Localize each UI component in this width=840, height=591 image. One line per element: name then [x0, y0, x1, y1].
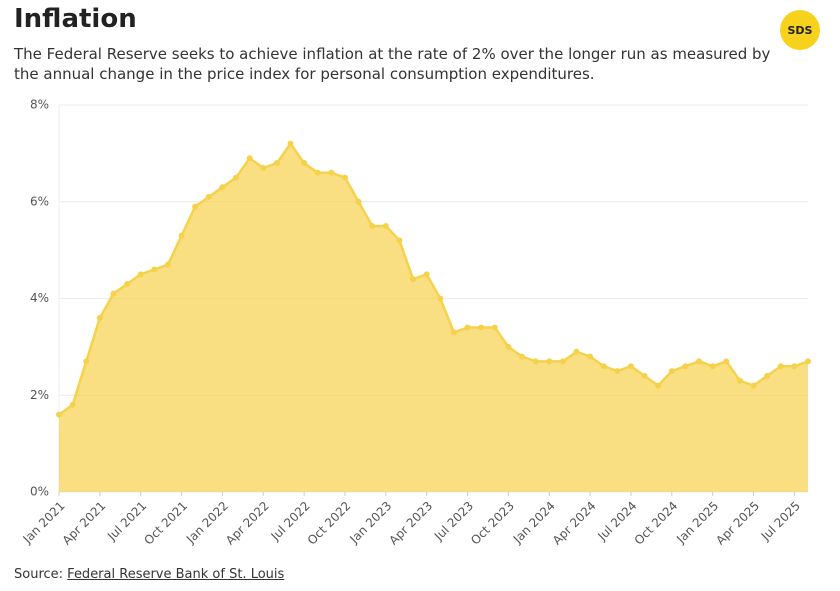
y-tick-label: 2% — [30, 388, 49, 402]
data-point — [178, 232, 185, 239]
x-tick-label: Apr 2021 — [60, 499, 109, 548]
data-point — [696, 358, 703, 365]
data-point — [505, 343, 512, 350]
data-point — [519, 353, 526, 360]
data-point — [464, 324, 471, 331]
data-point — [69, 401, 76, 408]
x-tick-label: Apr 2025 — [713, 499, 762, 548]
data-point — [559, 358, 566, 365]
data-point — [573, 348, 580, 355]
data-point — [328, 169, 335, 176]
data-point — [396, 237, 403, 244]
data-point — [341, 174, 348, 181]
logo: SDS — [780, 10, 820, 50]
x-tick-label: Oct 2022 — [305, 499, 354, 548]
data-point — [736, 377, 743, 384]
source-prefix: Source: — [14, 567, 64, 582]
data-point — [219, 184, 226, 191]
x-tick-label: Oct 2023 — [468, 499, 517, 548]
data-point — [205, 193, 212, 200]
data-point — [491, 324, 498, 331]
data-point — [478, 324, 485, 331]
data-point — [777, 363, 784, 370]
data-point — [246, 155, 253, 162]
data-point — [56, 411, 62, 418]
data-point — [805, 358, 811, 365]
data-point — [437, 295, 444, 302]
data-point — [382, 222, 389, 229]
data-point — [369, 222, 376, 229]
data-point — [83, 358, 90, 365]
y-tick-label: 6% — [30, 194, 49, 208]
data-point — [124, 280, 131, 287]
x-tick-label: Jul 2025 — [758, 499, 803, 544]
source-link[interactable]: Federal Reserve Bank of St. Louis — [67, 567, 285, 582]
data-point — [301, 160, 308, 167]
data-point — [423, 271, 430, 278]
data-point — [791, 363, 798, 370]
x-tick-label: Oct 2021 — [141, 499, 190, 548]
data-point — [546, 358, 553, 365]
data-point — [750, 382, 757, 389]
data-point — [110, 290, 117, 297]
data-point — [450, 329, 457, 336]
data-point — [587, 353, 594, 360]
data-point — [164, 261, 171, 268]
data-point — [260, 164, 267, 171]
data-point — [600, 363, 607, 370]
chart-subtitle: The Federal Reserve seeks to achieve inf… — [14, 45, 771, 83]
data-point — [614, 368, 621, 375]
x-tick-label: Apr 2024 — [550, 499, 599, 548]
data-point — [764, 372, 771, 379]
data-point — [96, 314, 103, 321]
data-point — [682, 363, 689, 370]
data-point — [627, 363, 634, 370]
data-point — [410, 276, 417, 283]
data-point — [273, 160, 280, 167]
data-point — [314, 169, 321, 176]
data-point — [641, 372, 648, 379]
x-tick-label: Apr 2023 — [386, 499, 435, 548]
x-tick-label: Oct 2024 — [632, 499, 681, 548]
data-point — [355, 198, 362, 205]
area-fill — [59, 143, 808, 492]
y-tick-label: 0% — [30, 485, 49, 499]
source: Source: Federal Reserve Bank of St. Loui… — [14, 567, 284, 582]
y-tick-label: 4% — [30, 291, 49, 305]
data-point — [723, 358, 730, 365]
data-point — [151, 266, 158, 273]
data-point — [532, 358, 539, 365]
data-point — [137, 271, 144, 278]
x-tick-label: Apr 2022 — [223, 499, 272, 548]
data-point — [655, 382, 662, 389]
data-point — [709, 363, 716, 370]
data-point — [233, 174, 240, 181]
y-tick-label: 8% — [30, 98, 49, 112]
data-point — [192, 203, 199, 210]
chart-title: Inflation — [14, 4, 137, 34]
data-point — [668, 368, 675, 375]
data-point — [287, 140, 294, 147]
